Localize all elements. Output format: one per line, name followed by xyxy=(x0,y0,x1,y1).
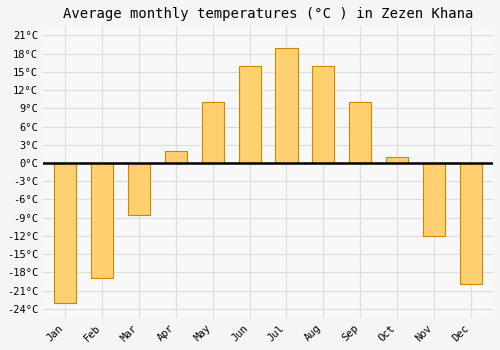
Bar xyxy=(322,66,325,163)
Title: Average monthly temperatures (°C ) in Zezen Khana: Average monthly temperatures (°C ) in Ze… xyxy=(63,7,473,21)
Bar xyxy=(470,163,472,285)
Bar xyxy=(432,163,436,236)
Bar xyxy=(202,102,224,163)
Bar xyxy=(54,163,76,303)
Bar xyxy=(285,48,288,163)
Bar xyxy=(248,66,252,163)
Bar xyxy=(174,151,178,163)
Bar xyxy=(165,151,187,163)
Bar xyxy=(91,163,113,278)
Bar xyxy=(100,163,103,278)
Bar xyxy=(358,102,362,163)
Bar xyxy=(396,157,399,163)
Bar xyxy=(276,48,297,163)
Bar xyxy=(349,102,372,163)
Bar xyxy=(64,163,67,303)
Bar xyxy=(386,157,408,163)
Bar xyxy=(128,163,150,215)
Bar xyxy=(460,163,482,285)
Bar xyxy=(312,66,334,163)
Bar xyxy=(211,102,214,163)
Bar xyxy=(138,163,140,215)
Bar xyxy=(423,163,445,236)
Bar xyxy=(238,66,260,163)
